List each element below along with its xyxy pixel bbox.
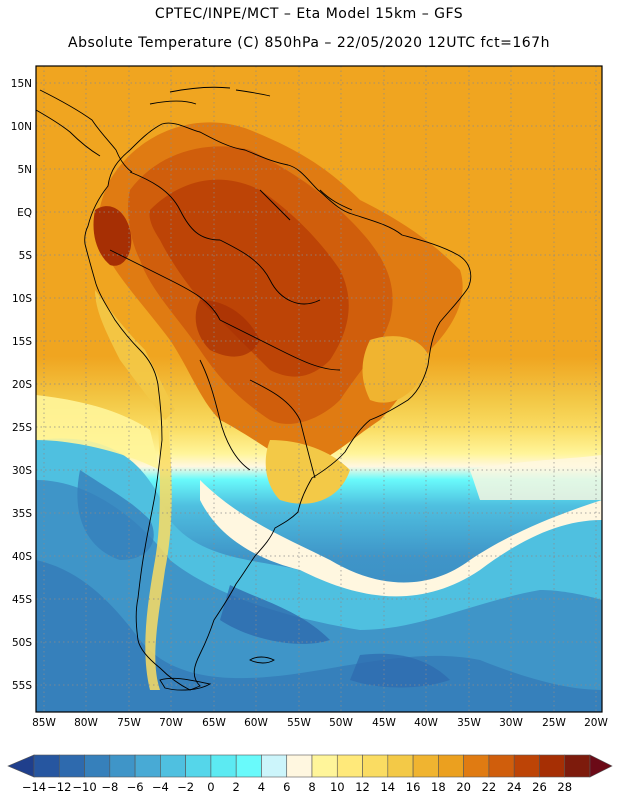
lat-label: 45S: [12, 594, 32, 606]
colorbar-label: −6: [127, 780, 144, 794]
colorbar-swatch: [336, 754, 363, 778]
lat-label: 55S: [12, 680, 32, 692]
lon-label: 40W: [414, 717, 438, 729]
colorbar-swatch: [58, 754, 85, 778]
colorbar-label: −8: [101, 780, 118, 794]
lon-label: 75W: [117, 717, 141, 729]
colorbar-swatch: [286, 754, 313, 778]
lon-label: 60W: [244, 717, 268, 729]
colorbar-arrow-low: [7, 754, 35, 778]
lon-label: 45W: [372, 717, 396, 729]
colorbar-swatch: [387, 754, 414, 778]
lon-label: 55W: [287, 717, 311, 729]
colorbar-swatch: [488, 754, 515, 778]
colorbar-swatch: [235, 754, 262, 778]
colorbar-swatch: [438, 754, 464, 778]
longitude-axis: 85W 80W 75W 70W 65W 60W 55W 50W 45W 40W …: [32, 717, 608, 729]
colorbar-swatch: [160, 754, 186, 778]
lat-label: 30S: [12, 465, 32, 477]
colorbar-swatch: [513, 754, 540, 778]
latitude-axis: 15N 10N 5N EQ 5S 10S 15S 20S 25S 30S 35S…: [11, 78, 33, 692]
lon-label: 50W: [329, 717, 353, 729]
colorbar-label: −2: [177, 780, 194, 794]
colorbar-swatch: [109, 754, 136, 778]
lat-label: EQ: [17, 207, 32, 219]
colorbar-swatch: [261, 754, 288, 778]
lon-label: 85W: [32, 717, 56, 729]
lat-label: 15N: [11, 78, 32, 90]
lat-label: 50S: [12, 637, 32, 649]
lat-label: 35S: [12, 508, 32, 520]
colorbar-label: 10: [330, 780, 345, 794]
colorbar-label: 4: [258, 780, 265, 794]
colorbar-swatch: [412, 754, 439, 778]
chart-subtitle: Absolute Temperature (C) 850hPa – 22/05/…: [68, 35, 550, 51]
colorbar-label: 26: [532, 780, 547, 794]
lat-label: 15S: [12, 336, 32, 348]
temperature-field: [36, 66, 602, 712]
colorbar-label: 16: [406, 780, 421, 794]
colorbar: −14 −12 −10 −8 −6 −4 −2 0 2 4 6 8 10 12 14 16 18 20 22 24 26…: [7, 754, 613, 794]
colorbar-label: 0: [207, 780, 214, 794]
colorbar-swatch: [463, 754, 490, 778]
lat-label: 10N: [11, 121, 32, 133]
colorbar-swatch: [311, 754, 338, 778]
colorbar-label: 6: [283, 780, 290, 794]
lat-label: 5N: [17, 164, 32, 176]
colorbar-label: 24: [507, 780, 522, 794]
colorbar-label: 20: [456, 780, 471, 794]
colorbar-label: −14: [22, 780, 46, 794]
colorbar-label: 18: [431, 780, 446, 794]
chart-title: CPTEC/INPE/MCT – Eta Model 15km – GFS: [154, 6, 464, 22]
colorbar-swatch: [362, 754, 389, 778]
colorbar-swatch: [539, 754, 566, 778]
colorbar-swatch: [33, 754, 60, 778]
colorbar-swatch: [185, 754, 212, 778]
lat-label: 25S: [12, 422, 32, 434]
colorbar-label: 22: [482, 780, 497, 794]
colorbar-label: 8: [308, 780, 315, 794]
colorbar-swatch: [210, 754, 237, 778]
colorbar-swatch: [564, 754, 591, 778]
map-frame: [35, 65, 603, 713]
lon-label: 70W: [159, 717, 183, 729]
lat-label: 10S: [12, 293, 32, 305]
coastlines: [36, 86, 472, 691]
colorbar-arrow-high: [589, 754, 613, 778]
colorbar-label: −4: [152, 780, 169, 794]
lat-label: 40S: [12, 551, 32, 563]
lon-label: 25W: [542, 717, 566, 729]
colorbar-swatch: [84, 754, 111, 778]
colorbar-label: 2: [233, 780, 240, 794]
lon-label: 65W: [202, 717, 226, 729]
colorbar-label: 14: [380, 780, 395, 794]
lon-label: 35W: [457, 717, 481, 729]
lon-label: 30W: [499, 717, 523, 729]
lon-label: 20W: [584, 717, 608, 729]
lon-label: 80W: [74, 717, 98, 729]
colorbar-label: −10: [72, 780, 96, 794]
colorbar-label: −12: [47, 780, 71, 794]
colorbar-label: 12: [355, 780, 370, 794]
lat-label: 20S: [12, 379, 32, 391]
colorbar-label: 28: [557, 780, 572, 794]
colorbar-swatch: [134, 754, 161, 778]
lat-label: 5S: [19, 250, 33, 262]
